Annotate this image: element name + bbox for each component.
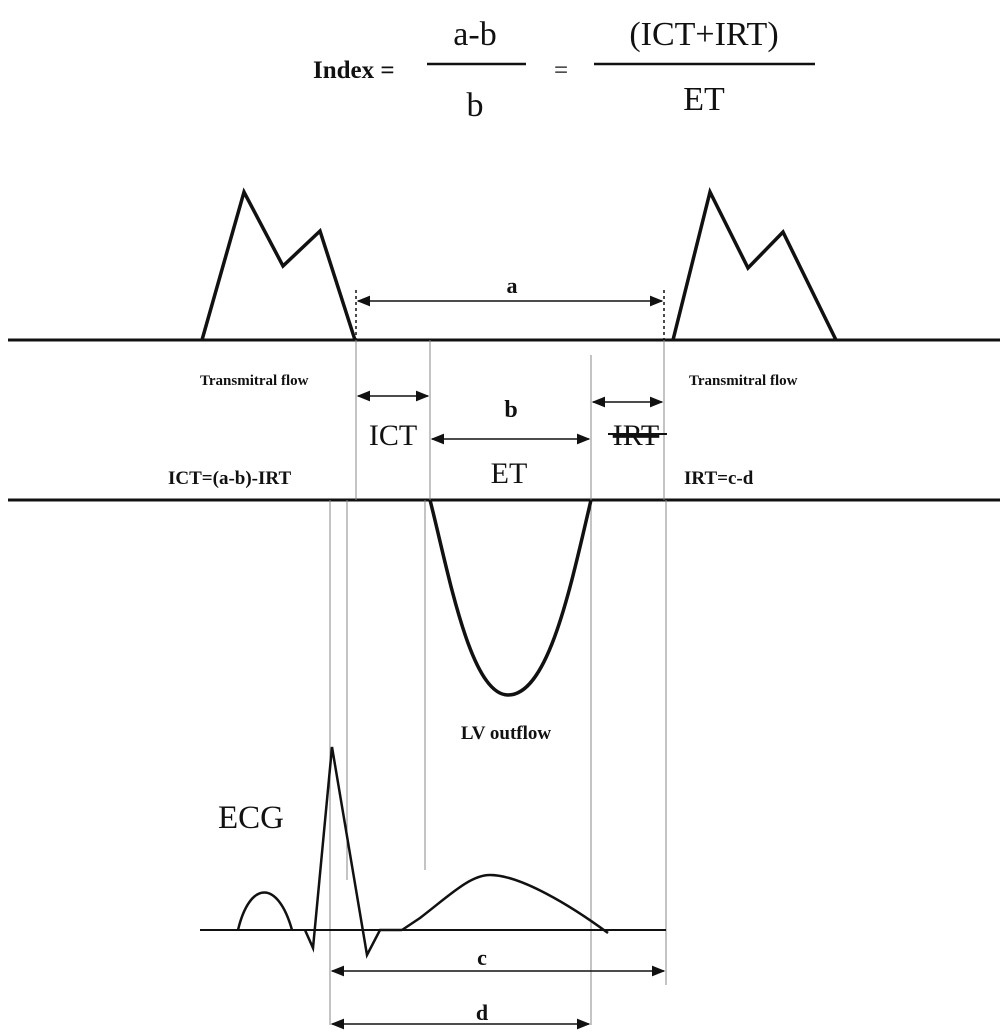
ecg-p-wave [236,891,294,931]
label-c: c [477,945,487,970]
label-et: ET [491,457,528,490]
label-ecg: ECG [218,800,284,836]
ecg-qrs-complex [303,746,402,959]
formula-fraction2-denominator: ET [683,81,725,118]
label-ict-formula: ICT=(a-b)-IRT [168,468,291,489]
label-irt: IRT [613,419,660,452]
ecg-trace [200,746,666,959]
label-a: a [507,273,518,298]
formula-lhs: Index = [313,57,395,84]
label-b: b [504,397,517,423]
label-lv-outflow: LV outflow [461,723,552,744]
transmitral-wave-left [200,187,357,341]
interval-arrows [330,295,666,1030]
formula-fraction2-numerator: (ICT+IRT) [629,16,778,53]
label-transmitral-flow-left: Transmitral flow [200,373,309,389]
label-transmitral-flow-right: Transmitral flow [689,373,798,389]
a-interval-dashed-ticks [355,290,665,340]
label-d: d [476,1000,488,1025]
index-formula: Index = a-b b = (ICT+IRT) ET [313,16,815,124]
label-irt-formula: IRT=c-d [684,468,754,489]
formula-equals: = [554,57,568,84]
formula-fraction1-numerator: a-b [453,16,496,53]
transmitral-wave-right [671,186,838,341]
formula-fraction1-denominator: b [467,87,484,124]
lv-outflow-wave [428,499,593,697]
ecg-t-wave [401,873,609,935]
label-ict: ICT [369,419,417,452]
